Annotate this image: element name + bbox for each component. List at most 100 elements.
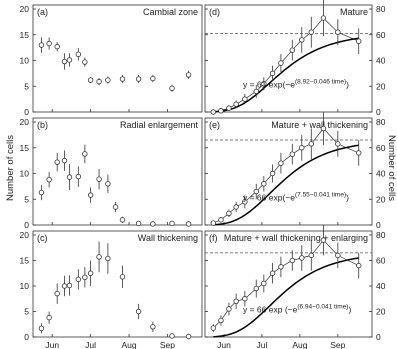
data-point [105,77,111,83]
panels-layer: 0 5 10 15 20 (a) Cambial zone 0 5 10 15 20 (b) Radial… [20,0,386,349]
panel-e: 0 20 40 60 80 (e) Mature + wall thickening y = … [204,111,386,230]
data-point [226,210,232,217]
data-point [261,181,267,187]
data-point [253,88,259,95]
data-point [112,204,119,210]
y-tick-label: 80 [376,230,386,240]
data-point [253,188,259,195]
data-point [54,43,60,50]
data-point [82,59,88,65]
data-point [218,108,224,114]
y-tick-label: 20 [376,194,386,204]
data-point [233,298,239,304]
data-point [169,333,175,339]
data-point [169,220,175,227]
y-tick-label: 0 [24,107,29,117]
data-point [75,173,82,180]
y-tick-label: 60 [376,143,386,153]
panel-letter: (c) [37,233,48,243]
x-tick-label: Aug [121,340,136,349]
data-point [66,282,73,289]
panel-title: Cambial zone [143,7,198,17]
data-point [54,159,60,165]
data-point [335,252,341,259]
panel-title: Mature [340,7,368,17]
y-tick-label: 80 [376,4,386,14]
data-point [356,262,362,269]
data-point [278,264,284,270]
y-tick-label: 20 [20,4,30,14]
y-tick-label: 5 [24,194,29,204]
x-tick-label: Jul [256,340,267,349]
data-point [61,157,68,164]
data-point [269,170,276,177]
data-point [135,308,142,315]
data-point [308,141,314,147]
y-tick-label: 5 [24,81,29,91]
data-point [242,96,248,102]
data-point [320,125,327,132]
data-point [46,314,52,321]
data-point [335,29,341,35]
panel-title: Mature + wall thickening + enlarging [224,233,368,243]
x-tick-label: Jun [217,340,231,349]
panel-frame [32,230,203,338]
data-point [150,324,156,330]
panel-frame [204,4,373,113]
data-point [308,252,314,259]
data-point [66,57,73,63]
data-point [233,204,239,210]
data-point [218,217,224,223]
data-point [289,151,295,157]
panel-title: Wall thickening [138,233,198,243]
panel-f: 0 20 40 60 80 Jun Jul Aug Sep (f) Mature + wall th… [204,224,386,349]
data-point [87,77,94,83]
data-point [210,220,217,226]
y-tick-label: 0 [24,332,29,342]
y-tick-label: 40 [376,281,386,291]
equation-exponent: (7.55−0.041 time) [295,191,346,198]
panel-d: 0 20 40 60 80 (d) Mature y = 61 exp(−e(8.92−0.0… [204,0,386,117]
data-point [356,150,362,156]
fitted-curve [213,37,359,113]
data-point [66,174,73,180]
equation-suffix: ) [346,192,349,202]
data-point [269,70,276,77]
data-point [233,101,239,107]
data-point [185,221,192,227]
data-point [289,257,295,264]
panel-a: 0 5 10 15 20 (a) Cambial zone [20,4,203,117]
equation-exponent: (6.94−0.041 time) [297,304,348,311]
x-tick-label: Sep [330,340,345,349]
data-point [82,274,88,281]
data-point [96,254,102,260]
data-point [218,317,224,324]
y-tick-label: 20 [376,307,386,317]
equation-exponent: (8.92−0.046 time) [295,78,346,85]
equation-suffix: ) [348,305,351,315]
equation-suffix: ) [346,79,349,89]
y-tick-label: 5 [24,307,29,317]
data-point [261,280,267,287]
fit-equation: y = 66 exp(−e(7.55−0.041 time)) [243,191,349,202]
equation-base: y = 66 exp (−e [243,305,298,315]
data-point [289,47,295,53]
y-tick-label: 15 [20,143,30,153]
y-tick-label: 60 [376,256,386,266]
y-axis-label-left: Number of cells [5,135,16,201]
data-point [96,78,102,85]
y-tick-label: 80 [376,117,386,127]
panel-b: 0 5 10 15 20 (b) Radial enlargement [20,117,203,230]
panel-letter: (f) [209,233,218,243]
fit-equation: y = 61 exp(−e(8.92−0.046 time)) [243,78,349,89]
fitted-curve [213,144,359,226]
data-point [105,255,111,262]
panel-c: 0 5 10 15 20 Jun Jul Aug Sep (c) Wall thickening [20,230,203,349]
y-tick-label: 60 [376,30,386,40]
data-point [87,270,94,276]
data-point [96,176,102,182]
y-tick-label: 0 [376,107,381,117]
data-point [299,145,305,151]
data-point [119,76,126,82]
data-point [150,75,156,82]
